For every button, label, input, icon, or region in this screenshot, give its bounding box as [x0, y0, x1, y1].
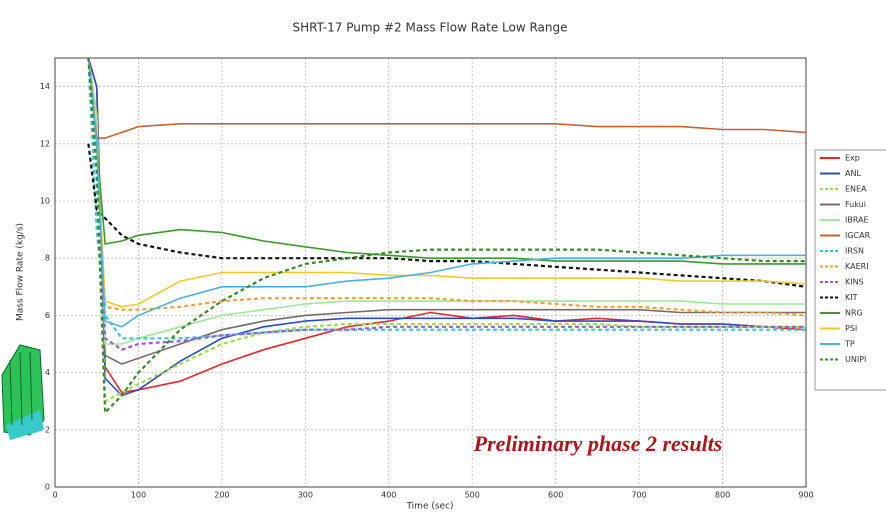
x-axis-label: Time (sec)	[405, 502, 453, 512]
y-tick-label: 8	[45, 254, 50, 263]
series-line	[87, 58, 806, 365]
legend-label: ANL	[845, 169, 861, 178]
series-line	[87, 58, 806, 394]
y-tick-label: 4	[45, 368, 50, 377]
x-tick-label: 300	[298, 491, 313, 500]
x-tick-label: 500	[465, 491, 480, 500]
series-line	[87, 58, 806, 340]
legend-label: UNIPI	[845, 355, 866, 364]
y-tick-label: 2	[45, 425, 50, 434]
series-line	[87, 58, 806, 403]
x-tick-label: 700	[631, 491, 646, 500]
legend-label: Fukui	[845, 200, 866, 209]
y-tick-label: 12	[40, 139, 50, 148]
legend-label: ENEA	[845, 185, 867, 194]
series-line	[87, 58, 806, 308]
legend-label: IRSN	[845, 247, 864, 256]
plot-frame	[54, 57, 807, 488]
x-tick-label: 100	[131, 491, 146, 500]
x-tick-label: 900	[798, 491, 813, 500]
legend-label: KIT	[845, 293, 858, 302]
decorative-image	[1, 344, 45, 440]
legend-label: Exp	[845, 154, 860, 163]
y-tick-label: 10	[40, 197, 50, 206]
legend-label: KAERI	[845, 262, 869, 271]
series-line	[87, 58, 806, 345]
chart-title: SHRT-17 Pump #2 Mass Flow Rate Low Range	[292, 21, 567, 35]
legend-label: TP	[844, 340, 855, 349]
legend-label: IGCAR	[845, 231, 871, 240]
y-axis-label: Mass Flow Rate (kg/s)	[16, 223, 26, 321]
y-tick-label: 14	[40, 82, 50, 91]
legend: Exp ANL ENEA Fukui IBRAE IGCAR IRSN KAERI KINS KI…	[820, 154, 871, 364]
series-line	[87, 58, 806, 265]
legend-label: KINS	[845, 278, 864, 287]
x-tick-label: 400	[381, 491, 396, 500]
series-line	[87, 58, 806, 351]
series-layer	[87, 58, 806, 416]
legend-label: PSI	[845, 324, 857, 333]
legend-label: NRG	[845, 309, 863, 318]
x-tick-label: 600	[548, 491, 563, 500]
series-line	[87, 58, 806, 397]
legend-label: IBRAE	[845, 216, 869, 225]
x-tick-label: 200	[214, 491, 229, 500]
y-tick-label: 6	[45, 311, 50, 320]
series-line	[87, 58, 806, 317]
y-tick-label: 0	[45, 483, 50, 492]
annotation: Preliminary phase 2 results	[473, 431, 723, 456]
series-line	[87, 58, 806, 416]
series-line	[87, 58, 806, 139]
x-tick-label: 0	[52, 491, 57, 500]
series-line	[87, 143, 806, 288]
x-tick-label: 800	[715, 491, 730, 500]
series-line	[87, 58, 806, 328]
